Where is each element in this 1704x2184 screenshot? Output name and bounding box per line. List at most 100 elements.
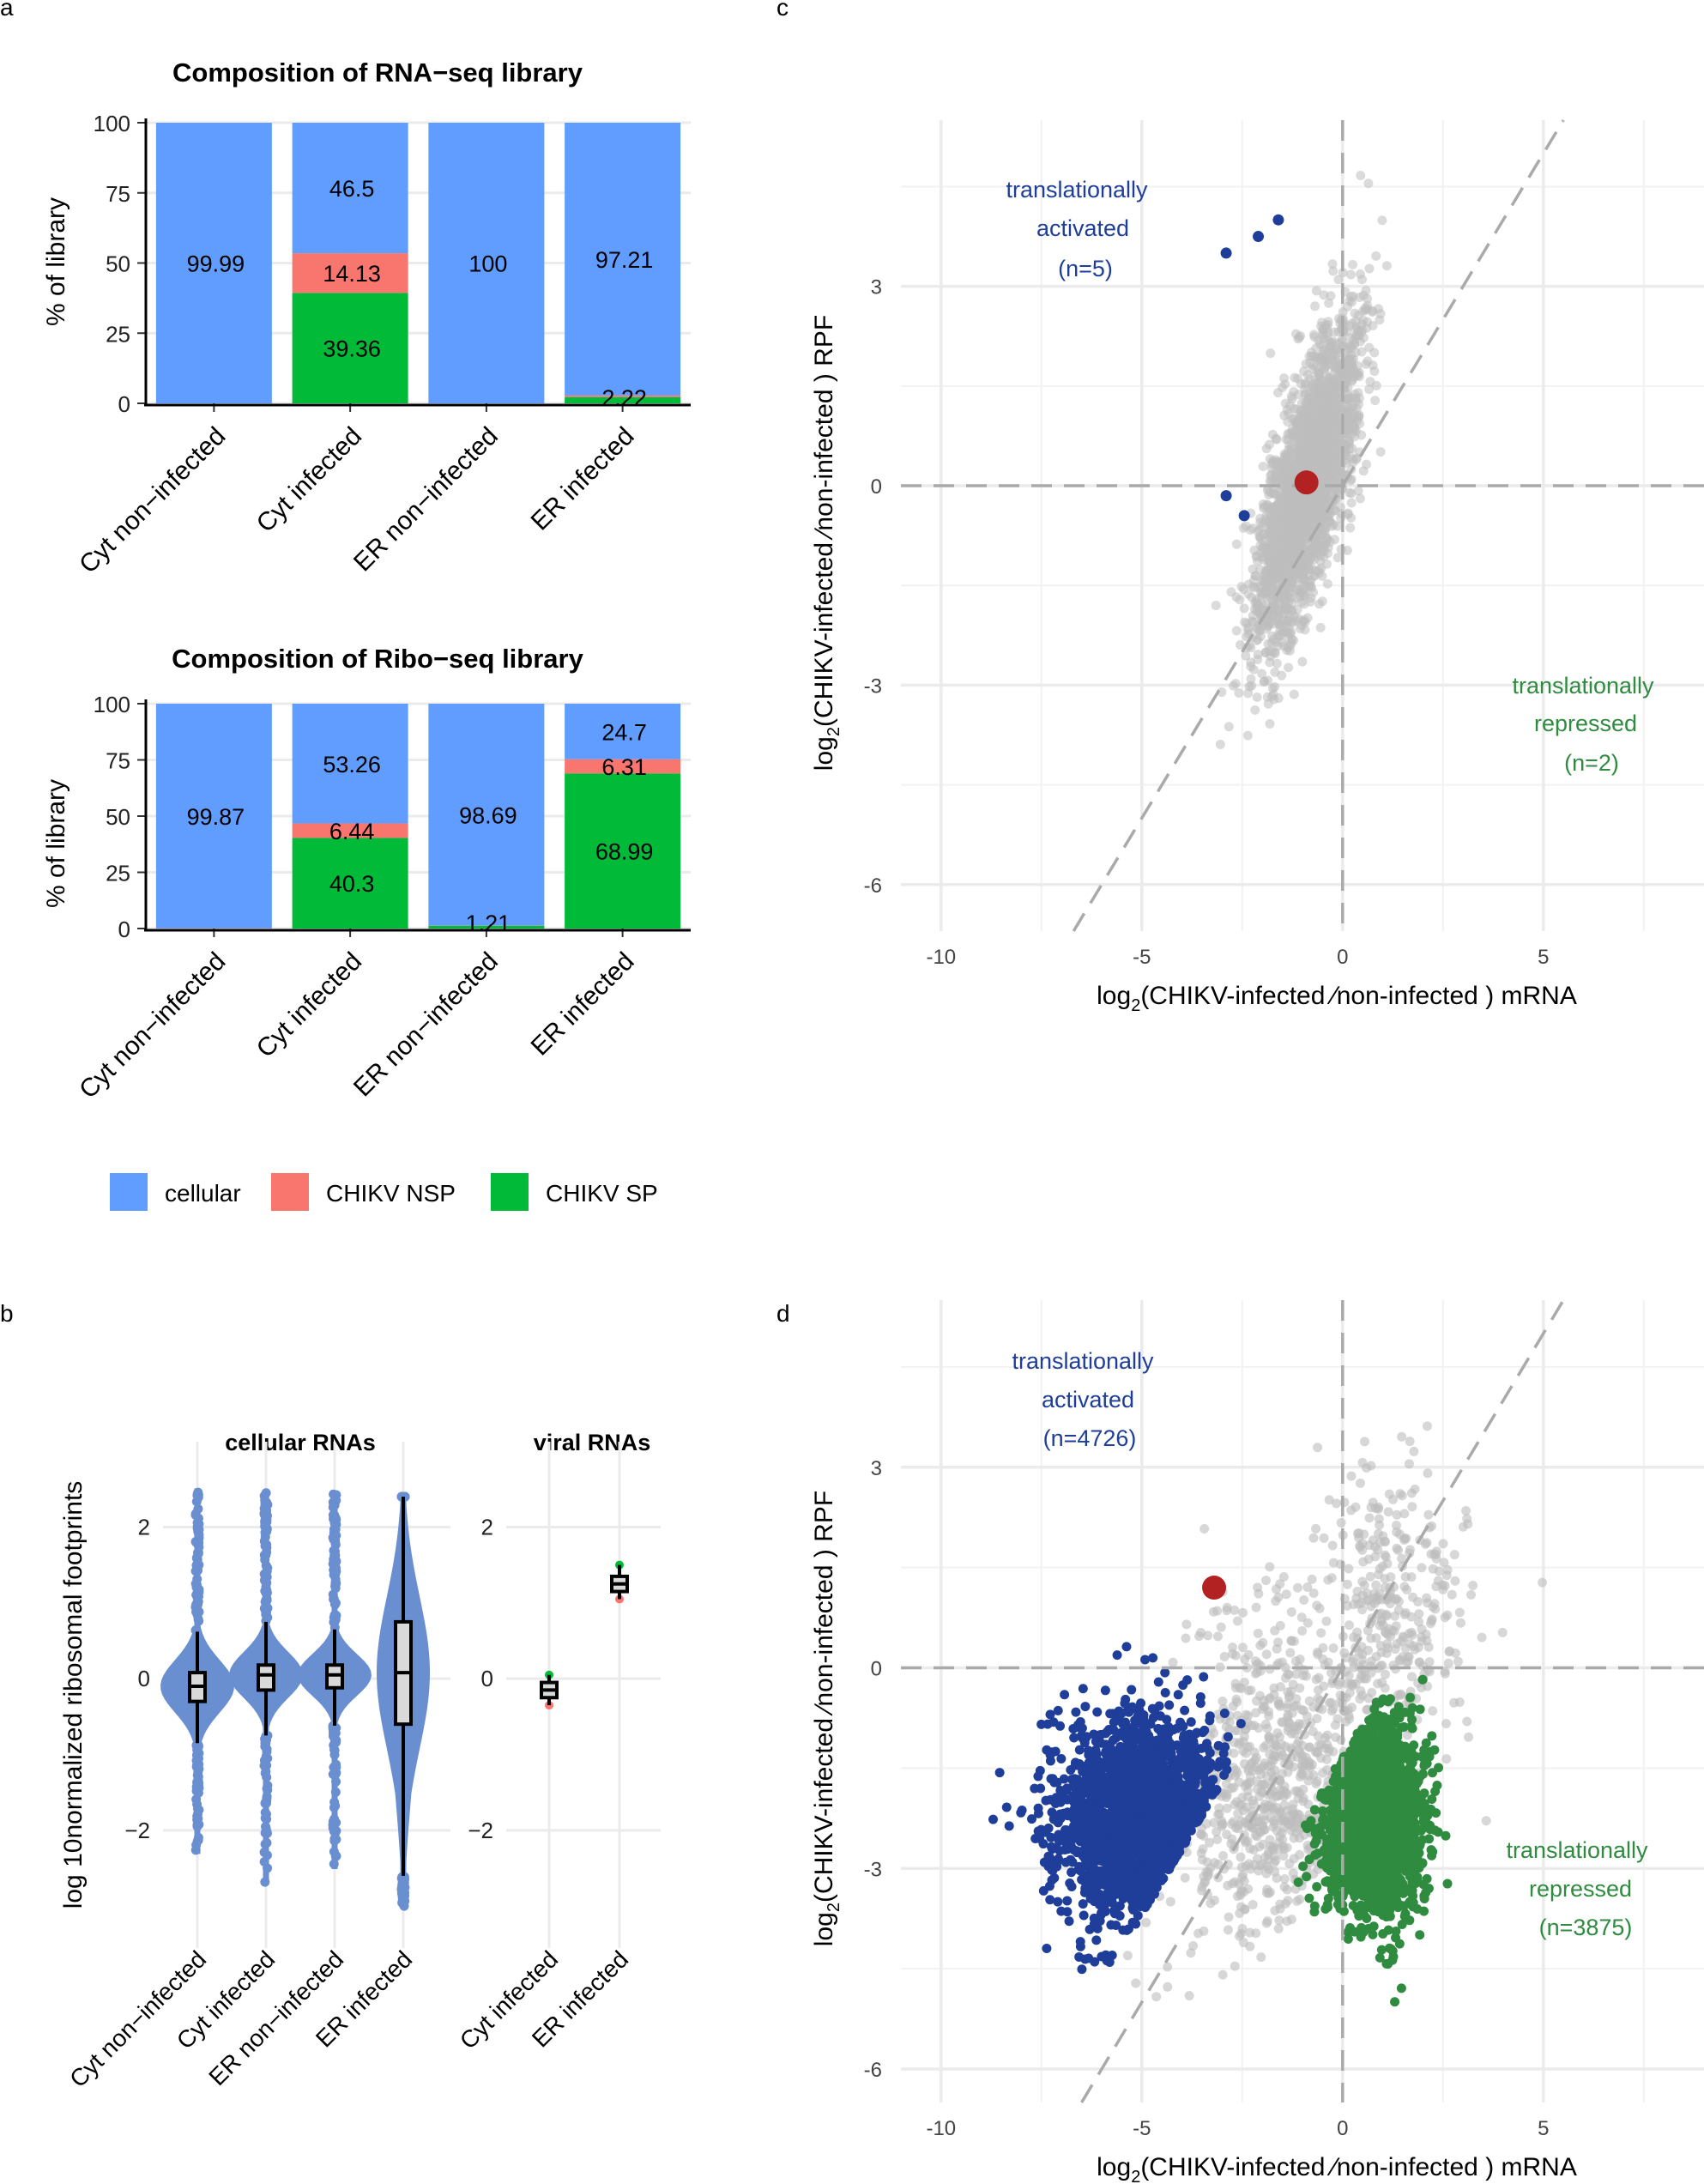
panel-letter-a: a <box>0 0 14 21</box>
scatter-point-gray <box>1263 675 1273 686</box>
scatter-point-gray <box>1289 689 1299 699</box>
scatter-point-gray <box>1266 568 1276 578</box>
scatter-point-gray <box>1357 1539 1368 1549</box>
bar-value-label: 99.99 <box>187 251 245 277</box>
scatter-point-gray <box>1280 1662 1290 1673</box>
scatter-point-gray <box>1311 1523 1321 1534</box>
scatter-point-gray <box>1319 1533 1329 1543</box>
scatter-point-gray <box>1232 1616 1242 1626</box>
scatter-point-gray <box>1253 655 1263 665</box>
scatter-point-gray <box>1328 266 1338 276</box>
scatter-point-gray <box>1365 1571 1375 1582</box>
bar-xtick-label: Cyt infected <box>251 947 367 1063</box>
scatter-point-gray <box>1151 1992 1162 2002</box>
scatter-point-gray <box>1218 1851 1229 1861</box>
scatter-point-gray <box>1350 308 1360 318</box>
scatter-point-gray <box>1163 1962 1173 1972</box>
scatter-point-gray <box>1251 1752 1261 1763</box>
annotation-repressed-c: repressed <box>1534 711 1637 736</box>
scatter-point-gray <box>1357 1670 1367 1680</box>
scatter-point-gray <box>1261 1888 1272 1898</box>
scatter-point-gray <box>1314 1673 1324 1683</box>
scatter-point-gray <box>1297 1751 1308 1761</box>
scatter-point-gray <box>1284 543 1295 554</box>
scatter-point-gray <box>1370 396 1381 406</box>
scatter-point-gray <box>1332 521 1343 531</box>
legend-swatch-cellular <box>110 1173 148 1211</box>
ribo-seq-ylabel: % of library <box>42 779 70 908</box>
scatter-point-gray <box>1376 1615 1387 1625</box>
scatter-xtick-label: -10 <box>926 946 956 969</box>
scatter-point-gray <box>1323 317 1333 327</box>
scatter-point-gray <box>1393 1545 1404 1555</box>
scatter-point-gray <box>1438 1539 1448 1549</box>
scatter-point-gray <box>1349 1632 1359 1643</box>
bar-value-label: 14.13 <box>323 261 381 287</box>
scatter-point-gray <box>1281 434 1291 445</box>
scatter-point-gray <box>1198 1844 1208 1854</box>
scatter-point-gray <box>1223 1925 1233 1935</box>
scatter-point-gray <box>1290 419 1301 429</box>
scatter-point-gray <box>1371 1633 1381 1643</box>
scatter-point-gray <box>1344 295 1355 306</box>
bar-segment <box>292 838 408 929</box>
scatter-point-gray <box>1283 1726 1293 1736</box>
scatter-point-gray <box>1292 1721 1302 1732</box>
scatter-point-gray <box>1444 1647 1454 1657</box>
scatter-point-gray <box>1284 1691 1295 1701</box>
scatter-point-gray <box>1413 1596 1423 1606</box>
scatter-point-gray <box>1294 332 1304 342</box>
scatter-point-gray <box>1265 657 1275 668</box>
scatter-point-gray <box>1336 469 1346 479</box>
scatter-point-gray <box>1399 1535 1410 1546</box>
scatter-xtick-label: 5 <box>1538 2117 1549 2140</box>
scatter-point-gray <box>1477 1632 1487 1643</box>
scatter-point-gray <box>1381 1552 1391 1562</box>
scatter-point-gray <box>1344 1670 1354 1680</box>
scatter-point-gray <box>1242 1836 1253 1847</box>
scatter-point-gray <box>1414 1657 1424 1667</box>
scatter-point-gray <box>1268 689 1278 699</box>
scatter-point-gray <box>1265 1749 1275 1759</box>
scatter-xtick-label: 0 <box>1337 946 1348 969</box>
scatter-point-gray <box>1249 604 1260 614</box>
scatter-point-gray <box>1275 1806 1285 1817</box>
scatter-point-gray <box>1258 576 1268 586</box>
scatter-point-gray <box>1286 1915 1296 1925</box>
scatter-point-gray <box>1181 1619 1192 1630</box>
scatter-xtick-label: -10 <box>926 2117 956 2140</box>
scatter-point-gray <box>1298 1671 1308 1681</box>
scatter-point-gray <box>1464 1732 1474 1742</box>
scatter-point-gray <box>1328 1643 1338 1654</box>
scatter-point-gray <box>1433 1576 1443 1586</box>
scatter-point-gray <box>1447 1589 1457 1600</box>
scatter-point-gray <box>1392 1509 1402 1520</box>
scatter-point-gray <box>1352 1528 1363 1539</box>
scatter-point-gray <box>1252 551 1262 561</box>
scatter-point-gray <box>1243 1763 1254 1773</box>
scatter-point-gray <box>1257 1779 1267 1789</box>
scatter-point-gray <box>1243 1884 1254 1894</box>
scatter-point-gray <box>1235 1931 1245 1941</box>
scatter-point-gray <box>1181 1633 1191 1643</box>
scatter-point-gray <box>1369 348 1380 358</box>
scatter-point-gray <box>1314 1603 1325 1613</box>
scatter-point-gray <box>1275 542 1285 553</box>
scatter-point-gray <box>1272 434 1282 445</box>
bar-value-label: 53.26 <box>323 752 381 777</box>
scatter-point-gray <box>1283 417 1293 427</box>
bar-xtick-label: Cyt non−infected <box>74 422 231 579</box>
scatter-point-gray <box>1316 438 1326 448</box>
scatter-point-activated <box>1220 490 1232 502</box>
scatter-point-gray <box>1265 1562 1275 1572</box>
scatter-point-gray <box>1407 1502 1417 1512</box>
scatter-point-gray <box>1316 1628 1326 1638</box>
scatter-point-gray <box>1278 511 1289 522</box>
scatter-point-activated <box>1071 1707 1081 1717</box>
scatter-ylabel: log2(CHIKV-infected ∕non-infected ) RPF <box>810 315 843 771</box>
scatter-point-gray <box>1287 427 1297 437</box>
scatter-point-gray <box>1211 601 1221 611</box>
scatter-point-gray <box>1351 330 1361 341</box>
scatter-point-gray <box>1246 1685 1256 1696</box>
scatter-point-gray <box>1282 645 1292 656</box>
